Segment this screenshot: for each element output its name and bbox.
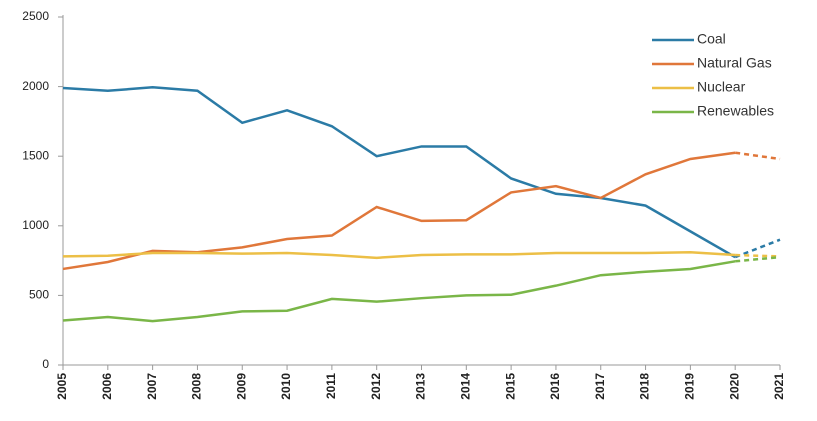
y-tick-label: 2500 <box>22 9 49 23</box>
y-tick-label: 1000 <box>22 218 49 232</box>
projection-line <box>735 151 781 161</box>
series-line <box>62 260 736 323</box>
legend-label: Natural Gas <box>697 55 772 71</box>
x-tick-label: 2015 <box>503 373 517 400</box>
x-tick-label: 2007 <box>145 373 159 400</box>
series-line <box>62 86 736 259</box>
x-tick-label: 2008 <box>190 373 204 400</box>
x-tick-label: 2021 <box>772 373 786 400</box>
series-line <box>62 250 736 260</box>
x-tick-label: 2016 <box>548 373 562 400</box>
legend-label: Nuclear <box>697 79 746 95</box>
x-tick-label: 2020 <box>727 373 741 400</box>
legend-label: Renewables <box>697 103 774 119</box>
x-tick-label: 2012 <box>369 373 383 400</box>
x-tick-label: 2019 <box>683 373 697 400</box>
x-tick-label: 2014 <box>458 373 472 400</box>
x-tick-label: 2018 <box>638 373 652 400</box>
projection-line <box>735 255 781 263</box>
x-tick-label: 2017 <box>593 373 607 400</box>
projection-line <box>734 238 781 259</box>
x-tick-label: 2006 <box>100 373 114 400</box>
legend-label: Coal <box>697 31 726 47</box>
x-tick-label: 2011 <box>324 373 338 399</box>
projection-line <box>735 253 781 258</box>
y-tick-label: 500 <box>29 288 49 302</box>
series-line <box>62 151 736 271</box>
x-tick-label: 2013 <box>414 373 428 400</box>
x-tick-label: 2010 <box>279 373 293 400</box>
x-tick-label: 2009 <box>234 373 248 400</box>
y-tick-label: 0 <box>42 357 49 371</box>
x-tick-label: 2005 <box>55 373 69 400</box>
y-tick-label: 1500 <box>22 148 49 162</box>
y-tick-label: 2000 <box>22 79 49 93</box>
